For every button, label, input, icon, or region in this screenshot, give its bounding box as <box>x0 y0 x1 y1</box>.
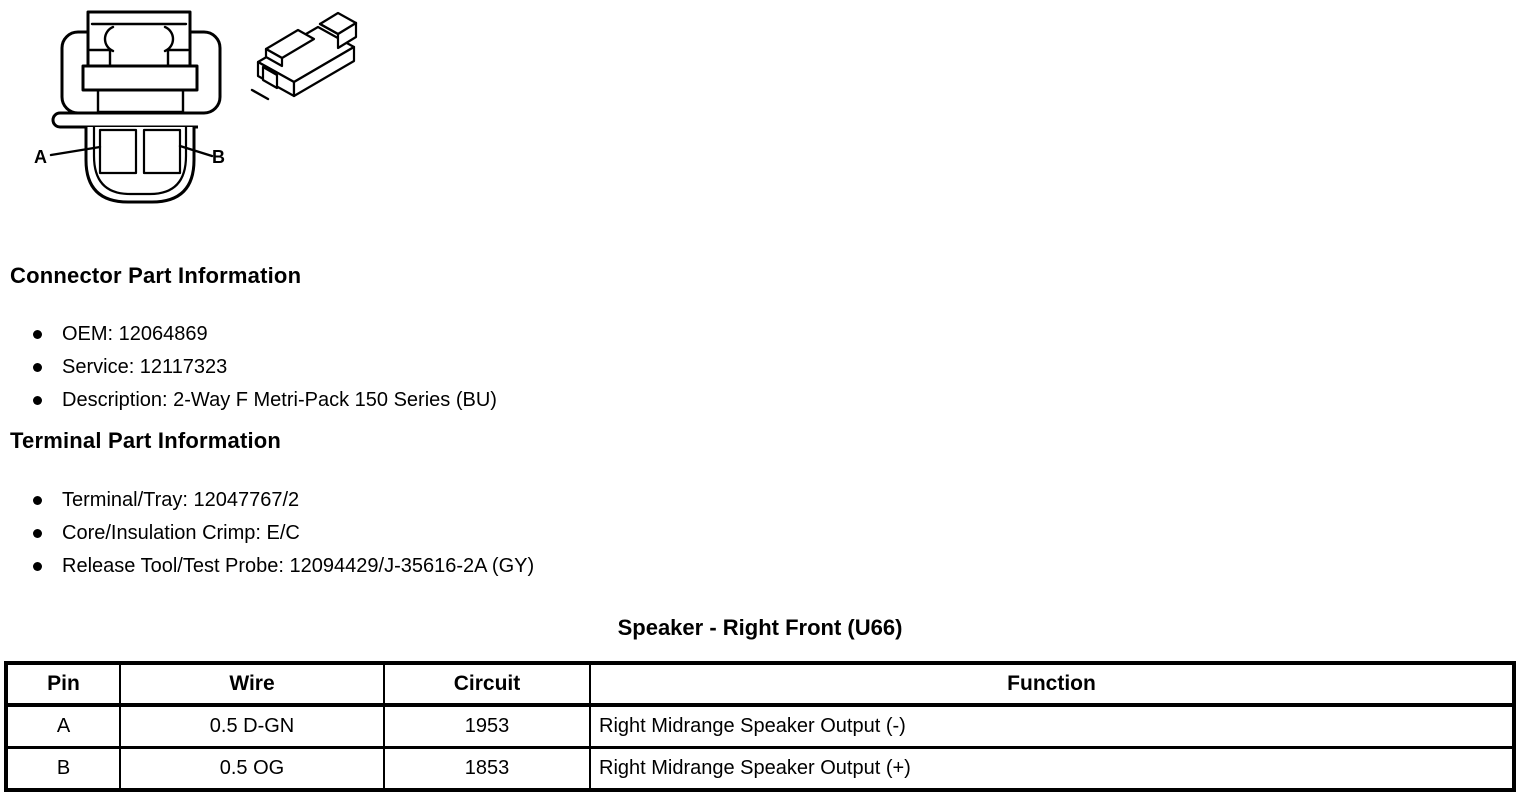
list-item: Service: 12117323 <box>33 351 497 384</box>
wire-cell: 0.5 D-GN <box>119 703 384 748</box>
table-row: B 0.5 OG 1853 Right Midrange Speaker Out… <box>6 746 1514 790</box>
pinout-table: Pin Wire Circuit Function A 0.5 D-GN 195… <box>4 661 1516 792</box>
table-header-circuit: Circuit <box>383 663 590 707</box>
terminal-cavity-b <box>142 128 182 175</box>
pin-b-label: B <box>212 147 225 167</box>
connector-lock-tab <box>86 10 192 68</box>
oem-number: OEM: 12064869 <box>62 323 208 345</box>
table-header-wire: Wire <box>119 663 384 707</box>
connector-description: Description: 2-Way F Metri-Pack 150 Seri… <box>62 389 497 411</box>
terminal-cavity-a <box>98 128 138 175</box>
table-header-pin: Pin <box>6 663 120 707</box>
connector-mid-band <box>81 64 199 92</box>
list-item: Core/Insulation Crimp: E/C <box>33 517 534 550</box>
table-title: Speaker - Right Front (U66) <box>617 615 903 640</box>
connector-isometric-view-diagram <box>250 11 358 101</box>
function-cell: Right Midrange Speaker Output (-) <box>589 703 1514 748</box>
bullet-icon <box>33 562 42 571</box>
list-item: Description: 2-Way F Metri-Pack 150 Seri… <box>33 384 497 417</box>
pin-a-label: A <box>34 147 47 167</box>
circuit-cell: 1953 <box>383 703 590 748</box>
terminal-tray-number: Terminal/Tray: 12047767/2 <box>62 489 300 511</box>
bullet-icon <box>33 363 42 372</box>
service-number: Service: 12117323 <box>62 356 228 378</box>
list-item: OEM: 12064869 <box>33 318 497 351</box>
function-cell: Right Midrange Speaker Output (+) <box>589 746 1514 790</box>
connector-side-latch <box>51 111 198 129</box>
wire-cell: 0.5 OG <box>119 746 384 790</box>
connector-diagrams: A B <box>0 0 400 230</box>
terminal-part-information-heading: Terminal Part Information <box>10 428 282 453</box>
list-item: Release Tool/Test Probe: 12094429/J-3561… <box>33 550 534 583</box>
table-header-function: Function <box>589 663 1514 707</box>
list-item: Terminal/Tray: 12047767/2 <box>33 484 534 517</box>
connector-part-information-heading: Connector Part Information <box>10 263 302 288</box>
core-insulation-crimp: Core/Insulation Crimp: E/C <box>62 522 300 544</box>
table-row: A 0.5 D-GN 1953 Right Midrange Speaker O… <box>6 703 1514 748</box>
connector-front-view-diagram: A B <box>34 10 358 204</box>
terminal-info-list: Terminal/Tray: 12047767/2 Core/Insulatio… <box>33 484 534 583</box>
release-tool-test-probe: Release Tool/Test Probe: 12094429/J-3561… <box>62 555 535 577</box>
leader-line-b <box>178 144 214 158</box>
pin-cell: A <box>6 703 120 748</box>
bullet-icon <box>33 396 42 405</box>
pin-cell: B <box>6 746 120 790</box>
table-header-row: Pin Wire Circuit Function <box>6 663 1514 707</box>
bullet-icon <box>33 496 42 505</box>
bullet-icon <box>33 529 42 538</box>
circuit-cell: 1853 <box>383 746 590 790</box>
connector-info-list: OEM: 12064869 Service: 12117323 Descript… <box>33 318 497 417</box>
bullet-icon <box>33 330 42 339</box>
leader-line-a <box>49 145 102 157</box>
